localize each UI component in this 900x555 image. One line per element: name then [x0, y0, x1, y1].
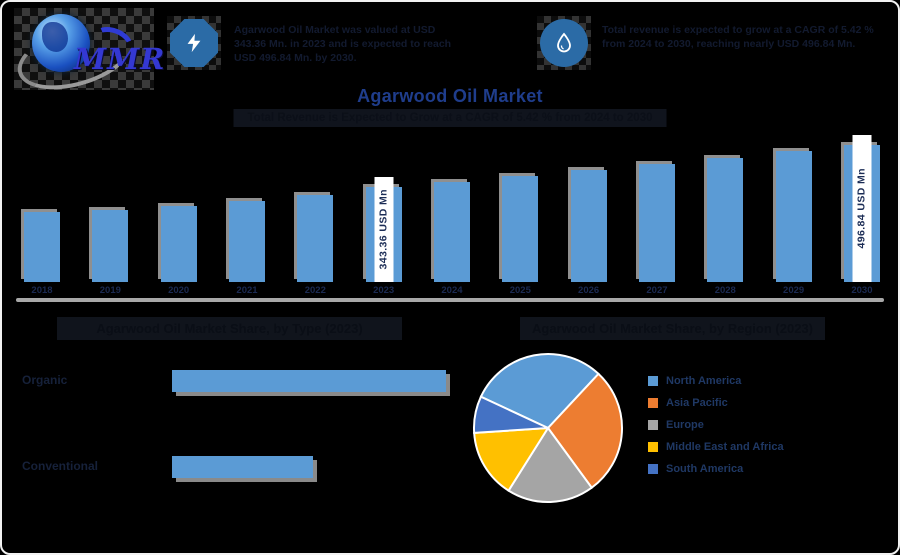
- year-label-2023: 2023: [373, 285, 395, 296]
- x-axis-line: [16, 298, 884, 302]
- revenue-bar-2028: [707, 158, 744, 282]
- legend-swatch-icon: [648, 420, 658, 430]
- year-label-2025: 2025: [509, 285, 531, 296]
- value-callout-2030: 496.84 USD Mn: [852, 135, 872, 282]
- legend-label: Europe: [666, 419, 704, 431]
- year-label-2021: 2021: [236, 285, 258, 296]
- year-label-2029: 2029: [783, 285, 805, 296]
- revenue-bar-2027: [638, 164, 675, 282]
- bar-column-2026: 2026: [569, 122, 609, 298]
- stat2-icon-tile: [537, 16, 591, 70]
- region-section-header: Agarwood Oil Market Share, by Region (20…: [520, 317, 825, 340]
- stat2-text: Total revenue is expected to grow at a C…: [602, 24, 874, 51]
- year-label-2019: 2019: [99, 285, 121, 296]
- year-label-2028: 2028: [714, 285, 736, 296]
- type-bar-organic: [172, 370, 446, 392]
- revenue-bar-2019: [92, 210, 129, 282]
- logo-text: MMR: [74, 42, 166, 76]
- lightning-icon: [170, 19, 218, 67]
- oil-drop-icon: [540, 19, 588, 67]
- legend-swatch-icon: [648, 442, 658, 452]
- legend-label: North America: [666, 375, 742, 387]
- pie-slice-asia-pacific: [546, 372, 623, 490]
- legend-swatch-icon: [648, 464, 658, 474]
- year-label-2030: 2030: [851, 285, 873, 296]
- revenue-bar-2021: [228, 201, 265, 282]
- legend-item-middle-east-and-africa: Middle East and Africa: [648, 441, 784, 453]
- revenue-bar-2026: [570, 170, 607, 282]
- year-label-2027: 2027: [646, 285, 668, 296]
- legend-item-europe: Europe: [648, 419, 784, 431]
- revenue-bar-chart: 2018 2019 2020 2021 2022 343.36 USD Mn 2023 202…: [22, 122, 882, 298]
- bar-column-2020: 2020: [159, 122, 199, 298]
- revenue-bar-2025: [502, 176, 539, 282]
- bar-column-2022: 2022: [295, 122, 335, 298]
- legend-label: South America: [666, 463, 744, 475]
- pie-slice-europe: [507, 426, 594, 503]
- bar-column-2019: 2019: [90, 122, 130, 298]
- legend-label: Asia Pacific: [666, 397, 728, 409]
- pie-slice-middle-east-and-africa: [473, 426, 550, 492]
- year-label-2020: 2020: [168, 285, 190, 296]
- page-subtitle: Total Revenue is Expected to Grow at a C…: [233, 109, 667, 127]
- stat1-text: Agarwood Oil Market was valued at USD 34…: [234, 24, 452, 65]
- revenue-bar-2018: [24, 212, 60, 282]
- revenue-bar-2029: [775, 151, 812, 282]
- type-label-conventional: Conventional: [22, 459, 99, 473]
- type-bar-conventional: [172, 456, 313, 478]
- type-section-header: Agarwood Oil Market Share, by Type (2023…: [57, 317, 402, 340]
- region-legend: North America Asia Pacific Europe Middle Ea…: [648, 375, 784, 475]
- year-label-2018: 2018: [31, 285, 53, 296]
- revenue-bar-2022: [297, 195, 334, 282]
- year-label-2022: 2022: [304, 285, 326, 296]
- region-pie-chart: [473, 352, 623, 503]
- bar-column-2028: 2028: [705, 122, 745, 298]
- bar-column-2024: 2024: [432, 122, 472, 298]
- globe-logo-icon: [32, 14, 90, 72]
- legend-item-north-america: North America: [648, 375, 784, 387]
- bar-column-2023: 343.36 USD Mn 2023: [364, 122, 404, 298]
- pie-slice-south-america: [473, 395, 549, 434]
- bar-column-2027: 2027: [637, 122, 677, 298]
- legend-item-asia-pacific: Asia Pacific: [648, 397, 784, 409]
- stat1-icon-tile: [167, 16, 221, 70]
- legend-label: Middle East and Africa: [666, 441, 784, 453]
- page-title: Agarwood Oil Market: [357, 86, 543, 106]
- revenue-bar-2020: [160, 206, 197, 282]
- bar-column-2021: 2021: [227, 122, 267, 298]
- legend-swatch-icon: [648, 398, 658, 408]
- type-label-organic: Organic: [22, 373, 68, 387]
- legend-item-south-america: South America: [648, 463, 784, 475]
- bar-column-2025: 2025: [500, 122, 540, 298]
- year-label-2024: 2024: [441, 285, 463, 296]
- bar-column-2018: 2018: [22, 122, 62, 298]
- revenue-bar-2030: 496.84 USD Mn: [843, 135, 880, 282]
- legend-swatch-icon: [648, 376, 658, 386]
- bar-column-2030: 496.84 USD Mn 2030: [842, 122, 882, 298]
- year-label-2026: 2026: [578, 285, 600, 296]
- bar-column-2029: 2029: [774, 122, 814, 298]
- revenue-bar-2024: [433, 182, 470, 282]
- value-callout-2023: 343.36 USD Mn: [374, 177, 394, 282]
- revenue-bar-2023: 343.36 USD Mn: [365, 177, 402, 282]
